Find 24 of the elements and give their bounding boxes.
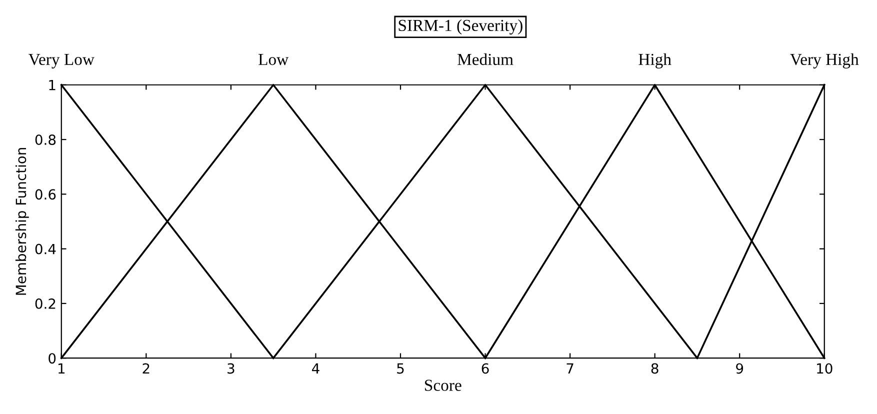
chart-title: SIRM-1 (Severity) <box>398 19 522 34</box>
x-tick-label: 5 <box>397 363 404 374</box>
series-label: High <box>638 53 672 68</box>
y-tick-label: 0.6 <box>35 189 56 200</box>
x-axis-title: Score <box>425 380 462 391</box>
series-label: Low <box>258 54 289 66</box>
x-tick-label: 10 <box>817 363 832 374</box>
y-axis-title: Membership Function <box>15 148 29 295</box>
x-tick-label: 2 <box>142 363 150 374</box>
y-tick-label: 1 <box>49 80 56 90</box>
y-tick-label: 0.4 <box>35 244 56 254</box>
series-label: Very High <box>790 53 859 68</box>
x-tick-label: 9 <box>736 363 744 374</box>
x-tick-label: 8 <box>651 363 658 374</box>
y-tick-label: 0.8 <box>35 134 56 145</box>
series-label: Very Low <box>28 54 94 68</box>
x-tick-label: 7 <box>566 363 574 374</box>
x-tick-label: 3 <box>228 363 234 374</box>
x-tick-label: 4 <box>312 363 320 374</box>
series-label: Medium <box>458 53 514 66</box>
x-tick-label: 1 <box>58 363 65 374</box>
x-tick-label: 6 <box>482 363 489 374</box>
y-tick-label: 0.2 <box>35 298 56 309</box>
y-tick-label: 0 <box>48 353 56 364</box>
